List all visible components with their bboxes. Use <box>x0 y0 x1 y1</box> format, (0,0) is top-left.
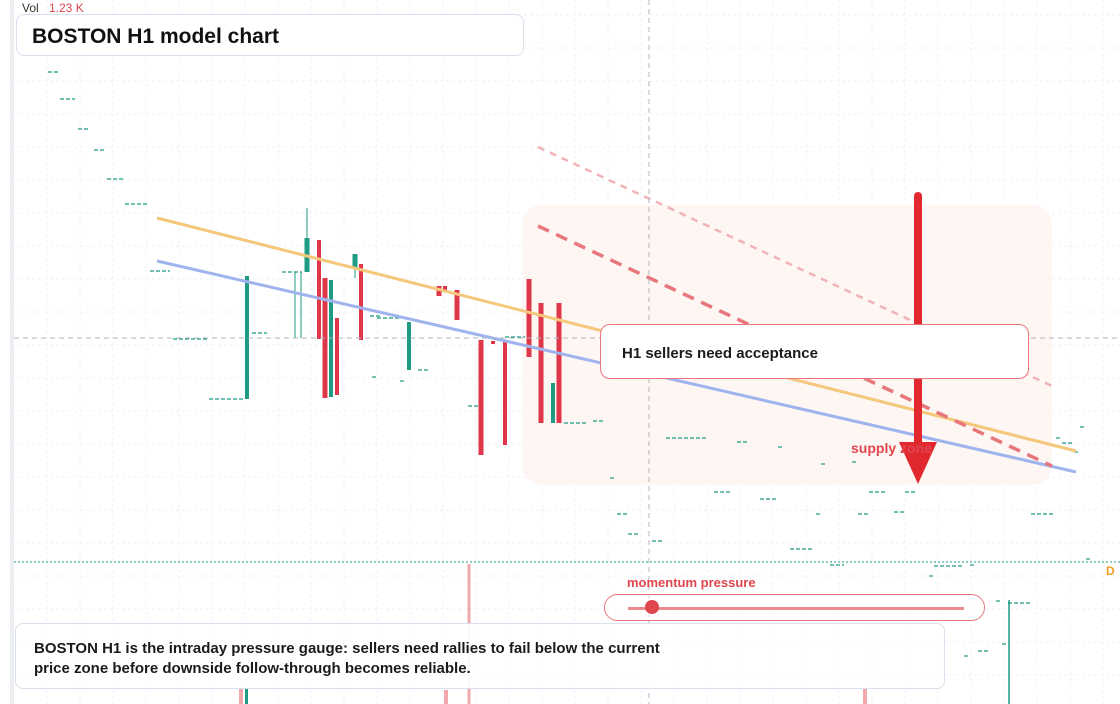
tick-bars <box>48 71 1092 657</box>
candle-body <box>551 383 555 423</box>
supply-zone-label: supply zone <box>851 440 932 456</box>
gauge-knob[interactable] <box>644 600 659 614</box>
momentum-gauge[interactable] <box>604 594 985 621</box>
candle-body <box>526 279 532 357</box>
candle-body <box>245 276 249 399</box>
candle-body <box>407 322 411 370</box>
volume-bar <box>863 688 867 704</box>
candle-body <box>317 240 321 339</box>
volume-bar <box>245 688 248 704</box>
candle-body <box>352 254 358 268</box>
price-tag: D <box>1106 564 1115 578</box>
volume-label: Vol <box>22 1 39 15</box>
chart-title: BOSTON H1 model chart <box>32 25 279 48</box>
candle-body <box>443 286 447 292</box>
momentum-gauge-label: momentum pressure <box>627 575 756 590</box>
volume-bar <box>239 688 243 704</box>
candle-body <box>538 303 544 423</box>
candle-body <box>503 341 507 445</box>
candle-body <box>491 341 495 344</box>
volume-bar <box>444 690 448 704</box>
callout-text: H1 sellers need acceptance <box>622 345 818 362</box>
description-panel: BOSTON H1 is the intraday pressure gauge… <box>15 623 945 689</box>
candle-body <box>556 303 562 423</box>
candle-body <box>359 264 363 340</box>
volume-value: 1.23 K <box>49 1 84 15</box>
down-arrow-icon <box>899 192 937 484</box>
candle-body <box>335 318 339 395</box>
callout-box[interactable]: H1 sellers need acceptance <box>600 324 1029 379</box>
candle-body <box>478 340 484 455</box>
left-scale-rule <box>10 0 14 704</box>
title-panel: BOSTON H1 model chart <box>16 14 524 56</box>
candle-body <box>454 290 460 320</box>
candles <box>245 208 562 455</box>
description-text: BOSTON H1 is the intraday pressure gauge… <box>34 640 660 677</box>
gauge-track <box>628 607 964 610</box>
